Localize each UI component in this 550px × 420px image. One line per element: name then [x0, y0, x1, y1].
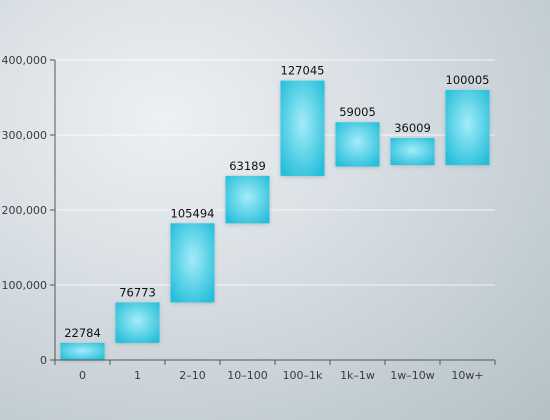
y-tick-label: 0: [40, 354, 47, 367]
bar-3: [225, 175, 270, 224]
bar-2: [170, 223, 215, 303]
x-tick-label: 2–10: [179, 369, 206, 382]
y-tick-label: 200,000: [2, 204, 48, 217]
data-label-2: 105494: [171, 206, 215, 220]
bar-5: [335, 122, 380, 167]
x-tick-label: 100–1k: [283, 369, 323, 382]
data-label-0: 22784: [64, 326, 101, 340]
bar-0: [60, 342, 105, 360]
bar-6: [390, 137, 435, 165]
y-tick-label: 100,000: [2, 279, 48, 292]
x-tick-label: 1: [134, 369, 141, 382]
data-label-6: 36009: [394, 121, 431, 135]
axes: 0 100,000 200,000 300,000 400,000 0 1 2–10 10–10…: [2, 54, 496, 382]
x-tick-label: 10w+: [451, 369, 483, 382]
x-tick-label: 10–100: [227, 369, 268, 382]
data-label-7: 100005: [446, 73, 490, 87]
x-tick-label: 1w–10w: [390, 369, 435, 382]
bar-1: [115, 302, 160, 343]
x-tick-label: 1k–1w: [340, 369, 375, 382]
data-label-5: 59005: [339, 105, 376, 119]
bar-7: [445, 89, 490, 165]
gridlines: [55, 59, 495, 286]
x-tick-label: 0: [79, 369, 86, 382]
data-label-1: 76773: [119, 285, 156, 299]
y-tick-label: 300,000: [2, 129, 48, 142]
y-tick-label: 400,000: [2, 54, 48, 67]
data-label-4: 127045: [281, 64, 325, 78]
bar-4: [280, 80, 325, 176]
data-labels: 22784 76773 105494 63189 127045 59005 36009 100…: [64, 64, 489, 340]
bars: [60, 80, 490, 360]
data-label-3: 63189: [229, 159, 266, 173]
